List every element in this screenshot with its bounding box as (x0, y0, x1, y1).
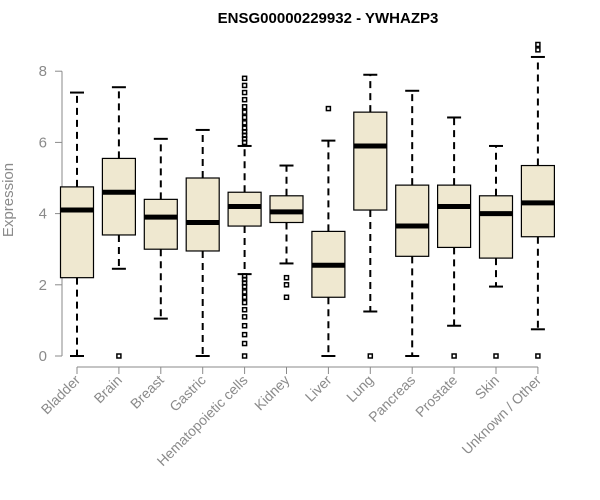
iqr-box (269, 195, 304, 224)
outlier-point (451, 353, 457, 359)
x-tick-label: Lung (343, 372, 376, 405)
box-gastric (185, 128, 220, 357)
y-axis-label: Expression (0, 163, 17, 237)
iqr-box (227, 191, 262, 227)
y-tick-label: 2 (39, 277, 47, 294)
y-tick-label: 6 (39, 134, 47, 151)
outlier-point (241, 96, 248, 103)
outlier-point (241, 120, 248, 126)
outlier-point (241, 89, 248, 96)
box-liver (311, 105, 346, 357)
box-bladder (59, 91, 95, 357)
outlier-point (325, 105, 332, 112)
box-pancreas (395, 89, 430, 357)
box-breast (143, 137, 178, 320)
outlier-point (116, 353, 122, 359)
chart-title: ENSG00000229932 - YWHAZP3 (218, 10, 439, 27)
iqr-box (101, 157, 137, 236)
x-tick-label: Breast (127, 372, 167, 412)
outlier-point (283, 282, 290, 288)
outlier-point (283, 274, 290, 281)
outlier-point (241, 294, 248, 301)
box-brain (101, 86, 137, 359)
outlier-point (241, 125, 248, 131)
outlier-point (241, 75, 248, 82)
outlier-point (493, 353, 499, 359)
outlier-point (241, 114, 248, 121)
outlier-point (241, 82, 248, 89)
outlier-point (367, 353, 374, 359)
outlier-point (241, 331, 248, 338)
x-tick-label: Liver (302, 372, 335, 405)
x-tick-label: Pancreas (365, 372, 418, 425)
box-unknown-other (520, 41, 556, 359)
y-tick-label: 0 (39, 348, 47, 365)
x-tick-label: Skin (472, 372, 503, 403)
x-tick-label: Prostate (412, 372, 460, 420)
iqr-box (353, 111, 388, 211)
box-skin (478, 144, 514, 359)
box-prostate (437, 116, 472, 359)
iqr-box (395, 184, 430, 257)
y-tick-label: 4 (39, 206, 47, 223)
iqr-box (478, 195, 514, 259)
outlier-point (535, 353, 541, 359)
x-tick-label: Unknown / Other (458, 372, 544, 458)
outlier-point (241, 104, 248, 110)
outlier-point (241, 109, 248, 115)
box-kidney (269, 164, 304, 301)
box-series (59, 41, 556, 359)
outlier-point (241, 353, 248, 359)
box-lung (353, 73, 388, 359)
x-tick-label: Brain (91, 372, 125, 406)
iqr-box (437, 184, 472, 249)
outlier-point (535, 47, 541, 53)
iqr-box (59, 186, 95, 279)
outlier-point (241, 289, 248, 295)
x-tick-label: Kidney (251, 372, 293, 414)
outlier-point (283, 294, 290, 301)
outlier-point (241, 314, 248, 320)
iqr-box (185, 177, 220, 252)
iqr-box (143, 198, 178, 250)
outlier-point (241, 306, 248, 313)
outlier-point (241, 273, 248, 279)
box-hematopoietic-cells (227, 75, 262, 359)
y-axis: 0 2 4 6 8 (39, 63, 63, 365)
y-tick-label: 8 (39, 63, 47, 80)
outlier-point (535, 41, 541, 48)
outlier-point (241, 299, 248, 306)
x-tick-label: Bladder (38, 372, 84, 418)
outlier-point (241, 340, 248, 347)
outlier-point (241, 322, 248, 329)
